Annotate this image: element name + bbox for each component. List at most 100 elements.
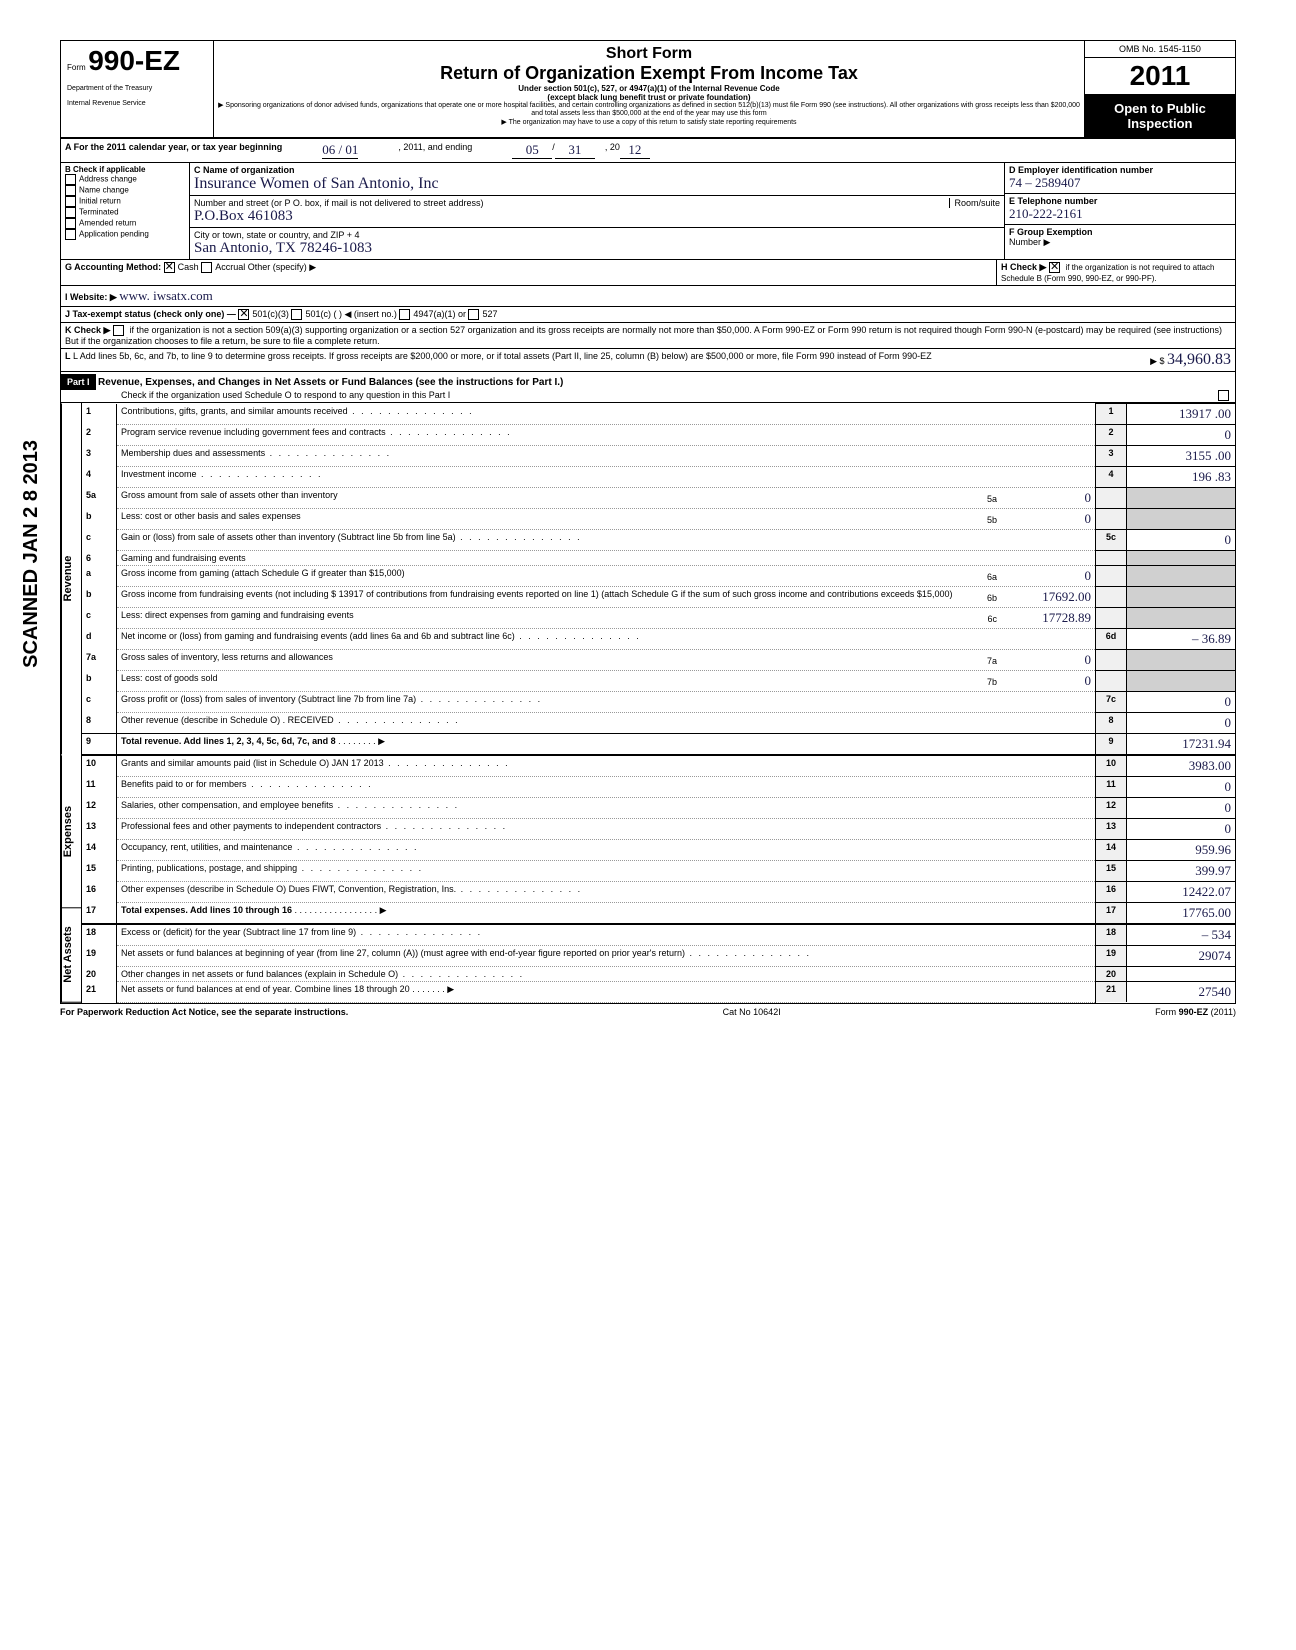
sponsor-text: ▶ Sponsoring organizations of donor advi… xyxy=(218,102,1080,119)
j-cell: J Tax-exempt status (check only one) — 5… xyxy=(61,307,1235,322)
cb-accrual[interactable] xyxy=(201,262,212,273)
return-title: Return of Organization Exempt From Incom… xyxy=(218,63,1080,84)
cb-501c3[interactable] xyxy=(238,309,249,320)
row-a: A For the 2011 calendar year, or tax yea… xyxy=(61,139,1235,163)
side-labels: Revenue Expenses Net Assets xyxy=(61,403,82,1003)
line-7a: 7aGross sales of inventory, less returns… xyxy=(82,650,1235,671)
part1-title: Revenue, Expenses, and Changes in Net As… xyxy=(98,377,563,388)
row-k: K Check ▶ if the organization is not a s… xyxy=(61,323,1235,349)
line-11: 11Benefits paid to or for members110 xyxy=(82,777,1235,798)
lines-table: 1Contributions, gifts, grants, and simil… xyxy=(82,403,1235,1003)
line-14: 14Occupancy, rent, utilities, and mainte… xyxy=(82,840,1235,861)
tax-year: 2011 xyxy=(1085,58,1235,95)
end-month: 05 xyxy=(512,142,552,159)
side-expenses: Expenses xyxy=(61,755,82,908)
l6c-midval: 17728.89 xyxy=(1001,610,1091,626)
side-revenue: Revenue xyxy=(61,403,82,754)
line-6d: dNet income or (loss) from gaming and fu… xyxy=(82,629,1235,650)
form-990ez: Form 990-EZ Department of the Treasury I… xyxy=(60,40,1236,1004)
footer-right: Form 990-EZ (2011) xyxy=(1155,1007,1236,1017)
l6a-desc: Gross income from gaming (attach Schedul… xyxy=(121,568,405,578)
d-label: D Employer identification number xyxy=(1009,165,1153,175)
scanned-stamp: SCANNED JAN 2 8 2013 xyxy=(20,440,43,668)
cb-501c[interactable] xyxy=(291,309,302,320)
j-label: J Tax-exempt status (check only one) — xyxy=(65,309,236,319)
line-6: 6Gaming and fundraising events xyxy=(82,551,1235,566)
g-cell: G Accounting Method: Cash Accrual Other … xyxy=(61,260,997,285)
line-13: 13Professional fees and other payments t… xyxy=(82,819,1235,840)
l7b-desc: Less: cost of goods sold xyxy=(121,673,218,683)
l5a-mid: 5a xyxy=(983,493,1001,505)
line-21: 21Net assets or fund balances at end of … xyxy=(82,982,1235,1003)
l6a-midval: 0 xyxy=(1001,568,1091,584)
title-cell: Short Form Return of Organization Exempt… xyxy=(214,41,1085,137)
footer: For Paperwork Reduction Act Notice, see … xyxy=(60,1004,1236,1017)
header-row: Form 990-EZ Department of the Treasury I… xyxy=(61,41,1235,139)
cb-initial-label: Initial return xyxy=(79,197,121,206)
k-cell: K Check ▶ if the organization is not a s… xyxy=(61,323,1235,348)
cb-pending-label: Application pending xyxy=(79,230,149,239)
d-row: D Employer identification number 74 – 25… xyxy=(1005,163,1235,194)
cb-terminated[interactable]: Terminated xyxy=(65,207,185,218)
row-j: J Tax-exempt status (check only one) — 5… xyxy=(61,307,1235,323)
line-18: 18Excess or (deficit) for the year (Subt… xyxy=(82,924,1235,946)
part1-label: Part I xyxy=(61,374,96,390)
city: San Antonio, TX 78246-1083 xyxy=(194,240,372,256)
irs: Internal Revenue Service xyxy=(67,100,207,107)
row-gh: G Accounting Method: Cash Accrual Other … xyxy=(61,260,1235,286)
f-label: F Group Exemption xyxy=(1009,227,1093,237)
line-5a: 5a Gross amount from sale of assets other… xyxy=(82,488,1235,509)
g-label: G Accounting Method: xyxy=(65,262,161,272)
cb-amended[interactable]: Amended return xyxy=(65,218,185,229)
l5a-desc: Gross amount from sale of assets other t… xyxy=(121,490,338,500)
l5b-midval: 0 xyxy=(1001,511,1091,527)
l6a-mid: 6a xyxy=(983,571,1001,583)
cb-scho[interactable] xyxy=(1218,390,1229,401)
line-9: 9Total revenue. Add lines 1, 2, 3, 4, 5c… xyxy=(82,734,1235,756)
cb-527[interactable] xyxy=(468,309,479,320)
l5b-desc: Less: cost or other basis and sales expe… xyxy=(121,511,301,521)
e-label: E Telephone number xyxy=(1009,196,1097,206)
city-label: City or town, state or country, and ZIP … xyxy=(194,230,360,240)
room-label: Room/suite xyxy=(949,198,1000,208)
lines-wrapper: Revenue Expenses Net Assets 1Contributio… xyxy=(61,403,1235,1003)
org-name: Insurance Women of San Antonio, Inc xyxy=(194,175,439,192)
line-10: 10Grants and similar amounts paid (list … xyxy=(82,755,1235,777)
cb-4947[interactable] xyxy=(399,309,410,320)
l5a-midval: 0 xyxy=(1001,490,1091,506)
line-7b: bLess: cost of goods sold7b0 xyxy=(82,671,1235,692)
cb-initial[interactable]: Initial return xyxy=(65,196,185,207)
omb-number: OMB No. 1545-1150 xyxy=(1085,41,1235,58)
cb-pending[interactable]: Application pending xyxy=(65,229,185,240)
insert-label: ) ◀ (insert no.) xyxy=(339,309,397,319)
l7a-desc: Gross sales of inventory, less returns a… xyxy=(121,652,333,662)
row-i: I Website: ▶ www. iwsatx.com xyxy=(61,286,1235,307)
subtitle2: (except black lung benefit trust or priv… xyxy=(218,93,1080,102)
short-form: Short Form xyxy=(218,45,1080,63)
cb-address[interactable]: Address change xyxy=(65,174,185,185)
l6b-desc: Gross income from fundraising events (no… xyxy=(121,589,952,599)
cash-label: Cash xyxy=(178,262,199,272)
section-bcdef: B Check if applicable Address change Nam… xyxy=(61,163,1235,260)
l21-desc: Net assets or fund balances at end of ye… xyxy=(121,984,410,994)
501c3-label: 501(c)(3) xyxy=(252,309,289,319)
footer-mid: Cat No 10642I xyxy=(723,1007,781,1017)
form-number: 990-EZ xyxy=(88,45,180,76)
inspection-label: Inspection xyxy=(1127,116,1192,131)
l7b-midval: 0 xyxy=(1001,673,1091,689)
begin-date: 06 / 01 xyxy=(322,142,358,159)
line-20: 20Other changes in net assets or fund ba… xyxy=(82,967,1235,982)
l6b-midval: 17692.00 xyxy=(1001,589,1091,605)
footer-left: For Paperwork Reduction Act Notice, see … xyxy=(60,1007,348,1017)
l-cell: L L Add lines 5b, 6c, and 7b, to line 9 … xyxy=(61,349,1235,371)
l6c-mid: 6c xyxy=(983,613,1001,625)
end-year: 12 xyxy=(620,142,650,159)
cb-name-label: Name change xyxy=(79,186,129,195)
dept-treasury: Department of the Treasury xyxy=(67,85,207,92)
cb-cash[interactable] xyxy=(164,262,175,273)
address: P.O.Box 461083 xyxy=(194,208,293,224)
col-b: B Check if applicable Address change Nam… xyxy=(61,163,190,259)
cb-h[interactable] xyxy=(1049,262,1060,273)
cb-k[interactable] xyxy=(113,325,124,336)
cb-name[interactable]: Name change xyxy=(65,185,185,196)
